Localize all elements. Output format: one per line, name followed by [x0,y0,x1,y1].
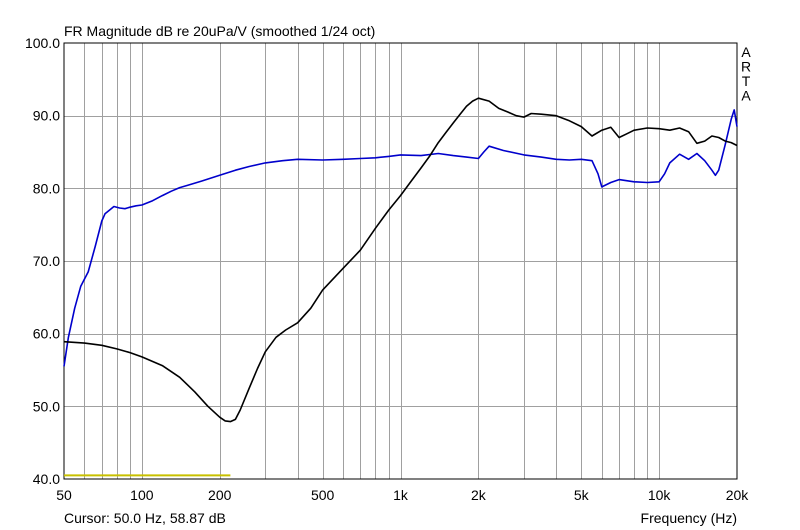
x-tick-label: 200 [208,487,232,503]
x-tick-label: 500 [311,487,335,503]
x-tick-label: 100 [130,487,154,503]
x-tick-label: 2k [471,487,487,503]
x-tick-label: 5k [574,487,590,503]
cursor-readout: Cursor: 50.0 Hz, 58.87 dB [64,510,226,526]
x-tick-labels: 50 100 200 500 1k 2k 5k 10k 20k [56,487,749,503]
y-tick-label: 40.0 [33,471,60,487]
x-tick-label: 50 [56,487,72,503]
y-tick-label: 70.0 [33,253,60,269]
x-tick-label: 20k [726,487,750,503]
arta-letter: A [741,44,751,60]
series-layer [63,97,738,477]
y-tick-label: 80.0 [33,180,60,196]
chart-title: FR Magnitude dB re 20uPa/V (smoothed 1/2… [64,23,375,39]
arta-letter: T [742,73,751,89]
series-line-1 [63,109,738,367]
plot-frame [63,42,738,480]
y-tick-label: 100.0 [25,35,60,51]
x-axis-label: Frequency (Hz) [641,510,737,526]
y-tick-label: 60.0 [33,326,60,342]
series-line-2 [63,97,738,423]
x-tick-label: 1k [393,487,409,503]
grid-lines [64,43,737,479]
arta-letter: A [741,88,751,104]
y-tick-label: 90.0 [33,108,60,124]
x-tick-label: 10k [648,487,672,503]
arta-letter: R [741,59,751,75]
y-tick-labels: 40.0 50.0 60.0 70.0 80.0 90.0 100.0 [25,35,60,487]
y-tick-label: 50.0 [33,398,60,414]
